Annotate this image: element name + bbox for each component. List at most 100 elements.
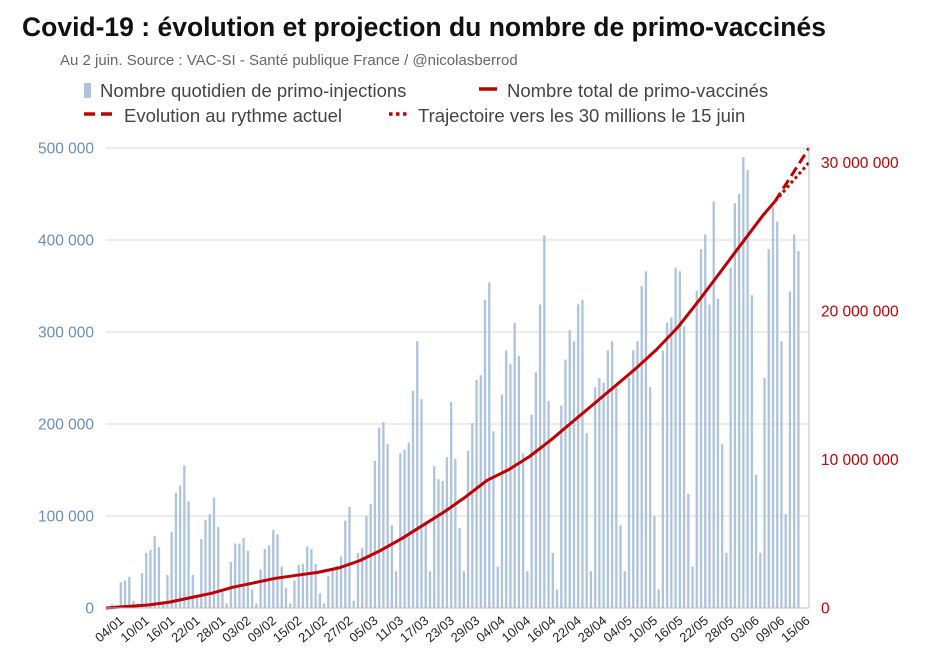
- daily-bar: [166, 574, 169, 608]
- daily-bar: [653, 516, 656, 608]
- daily-bar: [153, 536, 156, 608]
- daily-bar: [420, 399, 423, 608]
- daily-bar: [225, 603, 228, 608]
- legend: Nombre quotidien de primo-injections Nom…: [84, 80, 768, 126]
- daily-bar: [483, 299, 487, 608]
- daily-bar: [119, 582, 122, 608]
- daily-bar: [250, 589, 254, 608]
- daily-bar: [746, 170, 749, 608]
- daily-bar: [691, 566, 694, 608]
- left-axis-tick-label: 400 000: [38, 233, 94, 250]
- x-axis-tick-label: 10/05: [626, 613, 661, 645]
- daily-bar: [640, 286, 643, 608]
- daily-bar: [310, 549, 313, 608]
- daily-bar: [339, 556, 343, 608]
- daily-bar: [361, 548, 364, 608]
- daily-bar: [695, 290, 698, 608]
- legend-label-trajectory: Trajectoire vers les 30 millions le 15 j…: [418, 105, 745, 126]
- x-axis-tick-label: 22/05: [676, 613, 711, 645]
- daily-bar: [496, 566, 499, 608]
- daily-bar: [399, 453, 402, 608]
- daily-bar: [386, 444, 389, 608]
- daily-bar: [234, 543, 237, 608]
- x-axis-tick-label: 09/06: [753, 613, 788, 645]
- daily-bar: [352, 600, 355, 608]
- x-axis-tick-label: 04/01: [92, 613, 127, 645]
- daily-bar: [365, 516, 368, 608]
- x-axis-tick-label: 21/02: [295, 613, 330, 645]
- daily-bar: [585, 433, 588, 608]
- daily-bar: [183, 465, 186, 608]
- daily-bar: [208, 514, 211, 608]
- daily-bar: [649, 387, 652, 608]
- daily-bar: [377, 427, 381, 608]
- daily-bar: [725, 552, 728, 608]
- daily-bar: [128, 576, 131, 608]
- daily-bar: [221, 591, 224, 608]
- x-axis-tick-label: 28/01: [194, 613, 229, 645]
- right-axis-tick-label: 30 000 000: [821, 155, 899, 172]
- daily-bar: [547, 401, 550, 608]
- daily-bar: [462, 571, 466, 608]
- x-axis-tick-label: 27/02: [321, 613, 356, 645]
- x-axis-tick-label: 16/01: [143, 613, 178, 645]
- daily-bar: [704, 234, 707, 609]
- daily-bar: [712, 201, 715, 609]
- daily-bar: [797, 251, 800, 609]
- daily-bar: [284, 587, 288, 608]
- legend-label-current-rate: Evolution au rythme actuel: [124, 105, 342, 126]
- x-axis-tick-label: 17/03: [397, 613, 432, 645]
- daily-bar: [534, 372, 538, 608]
- daily-bar: [157, 547, 161, 608]
- daily-bar: [373, 460, 377, 608]
- daily-bar: [195, 595, 199, 608]
- daily-bar: [479, 375, 482, 608]
- daily-bar: [560, 405, 563, 608]
- daily-bar: [348, 506, 351, 608]
- right-axis-tick-label: 10 000 000: [821, 452, 899, 469]
- grid: [106, 147, 809, 517]
- daily-bar: [174, 493, 178, 608]
- daily-bar: [327, 575, 330, 608]
- daily-bar: [433, 466, 436, 608]
- daily-bar: [238, 543, 241, 608]
- daily-bar: [708, 304, 711, 608]
- daily-bar: [636, 341, 639, 608]
- daily-bar: [259, 569, 262, 608]
- daily-bar: [543, 235, 546, 608]
- daily-bar: [229, 562, 233, 608]
- left-axis-tick-label: 500 000: [38, 141, 94, 158]
- daily-bar: [750, 295, 753, 608]
- right-axis-tick-label: 0: [821, 601, 830, 618]
- legend-label-daily: Nombre quotidien de primo-injections: [100, 80, 406, 101]
- daily-bar: [280, 566, 283, 608]
- daily-bar: [577, 304, 580, 608]
- daily-bar: [632, 350, 635, 608]
- daily-bar: [242, 538, 245, 608]
- daily-bar: [598, 378, 601, 608]
- daily-bar: [606, 350, 610, 608]
- daily-bar: [509, 364, 512, 608]
- daily-bar: [602, 382, 605, 608]
- chart-subtitle: Au 2 juin. Source : VAC-SI - Santé publi…: [60, 52, 518, 69]
- daily-bar: [627, 378, 631, 608]
- daily-bar: [305, 546, 309, 608]
- daily-bar: [665, 322, 669, 608]
- left-axis-tick-label: 300 000: [38, 325, 94, 342]
- daily-bar: [301, 563, 305, 608]
- daily-bar: [255, 603, 258, 608]
- current-rate-projection-line: [773, 147, 811, 203]
- daily-bar: [390, 525, 394, 608]
- daily-bar: [272, 529, 275, 608]
- x-axis-tick-label: 16/04: [524, 613, 559, 645]
- daily-bar: [615, 387, 618, 608]
- daily-bar: [212, 497, 216, 608]
- daily-bar: [517, 355, 521, 608]
- daily-bar: [572, 341, 576, 608]
- daily-bar: [314, 563, 317, 608]
- daily-bar: [458, 527, 461, 608]
- daily-bar: [780, 341, 783, 608]
- x-axis-tick-label: 15/02: [270, 613, 305, 645]
- daily-bar: [162, 603, 165, 608]
